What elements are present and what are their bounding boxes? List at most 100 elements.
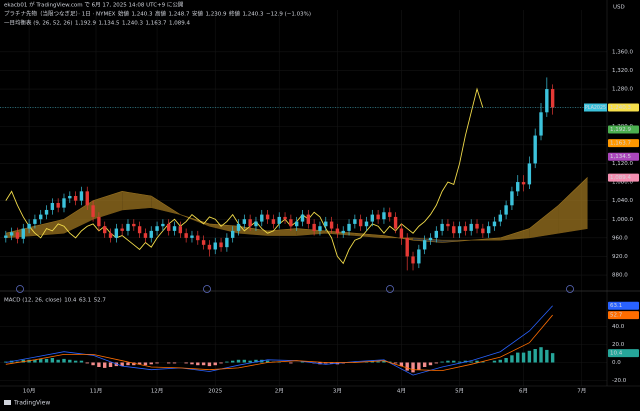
candle-body xyxy=(167,223,171,231)
y-tick-label: 1,040.0 xyxy=(612,198,633,204)
candle-body xyxy=(521,182,526,185)
ichimoku-cloud xyxy=(529,205,559,238)
y-tick-label: 1,080.0 xyxy=(612,180,633,186)
histogram-bar xyxy=(353,361,357,363)
signal-line xyxy=(5,314,553,372)
chikou-line xyxy=(5,87,484,265)
histogram-bar xyxy=(248,360,252,363)
x-tick-label: 11月 xyxy=(90,388,103,395)
event-marker[interactable] xyxy=(386,285,394,293)
candle-body xyxy=(91,205,95,217)
candle-body xyxy=(289,219,293,227)
indicator-value: 1,192.9 xyxy=(75,21,96,27)
x-tick-label: 5月 xyxy=(455,388,464,395)
histogram-bar xyxy=(492,360,497,363)
histogram-bar xyxy=(103,362,107,368)
histogram-bar xyxy=(201,362,206,366)
candle-body xyxy=(329,221,334,229)
event-marker[interactable] xyxy=(203,285,211,293)
candle-body xyxy=(312,223,316,231)
histogram-bar xyxy=(149,362,153,365)
event-marker[interactable] xyxy=(566,285,574,293)
candle-body xyxy=(516,182,520,192)
y-tick-label: 1,360.0 xyxy=(612,49,633,55)
candle-body xyxy=(44,209,49,215)
histogram-bar xyxy=(155,362,159,364)
histogram-bar xyxy=(97,362,101,367)
indicator-name: 一目均衡表 (9, 26, 52, 26) xyxy=(4,19,73,27)
ichimoku-cloud xyxy=(325,230,355,236)
candle-body xyxy=(388,212,392,217)
macd-legend-value: 10.4 xyxy=(64,298,77,304)
candle-body xyxy=(33,219,37,224)
price-tag xyxy=(608,173,639,182)
plot-layer xyxy=(0,10,607,386)
histogram-bar xyxy=(172,362,177,364)
ichimoku-cloud xyxy=(63,200,94,234)
histogram-bar xyxy=(434,362,438,364)
chart-title: プラチナ先物（当限つなぎ足）· 1日 · NYMEX xyxy=(4,10,116,18)
value-tag-label: 10.4 xyxy=(610,351,623,357)
price-tag xyxy=(608,103,639,112)
candle-body xyxy=(114,228,119,238)
candle-body xyxy=(440,223,444,231)
y-tick-label: 1,000.0 xyxy=(612,217,633,223)
y-tick-label: 1,320.0 xyxy=(612,68,633,74)
candle-body xyxy=(335,228,340,234)
candle-body xyxy=(27,223,31,229)
histogram-bar xyxy=(417,362,421,370)
histogram-bar xyxy=(399,362,404,367)
candle-body xyxy=(498,214,502,222)
candle-body xyxy=(411,256,415,264)
ohlc-name: 始値 xyxy=(118,10,130,18)
candle-body xyxy=(353,219,357,224)
candle-body xyxy=(149,230,153,238)
price-tag xyxy=(608,152,639,161)
candle-body xyxy=(550,89,555,108)
histogram-bar xyxy=(481,361,485,363)
candle-body xyxy=(132,223,136,227)
candle-body xyxy=(21,228,25,239)
candle-body xyxy=(510,191,514,206)
y-tick-label: 20.0 xyxy=(612,342,625,348)
published-note: ekacb01 が TradingView.com で 6月 17, 2025 … xyxy=(4,1,184,9)
histogram-bar xyxy=(190,362,194,365)
candle-body xyxy=(277,216,281,224)
candle-body xyxy=(56,202,60,208)
histogram-bar xyxy=(428,362,433,366)
histogram-bar xyxy=(504,358,508,363)
price-tag-label: 1,134.5 xyxy=(610,154,631,160)
histogram-bar xyxy=(39,358,43,363)
ichimoku-cloud xyxy=(500,228,530,241)
histogram-bar xyxy=(132,362,136,366)
candle-body xyxy=(108,233,113,238)
histogram-bar xyxy=(73,360,78,363)
candle-body xyxy=(143,233,148,238)
candle-body xyxy=(341,230,345,234)
candle-body xyxy=(364,221,369,227)
histogram-bar xyxy=(44,358,49,363)
histogram-bar xyxy=(382,360,386,363)
candle-body xyxy=(15,232,20,239)
candle-body xyxy=(73,196,78,201)
histogram-bar xyxy=(539,347,543,363)
candle-body xyxy=(446,223,450,227)
histogram-bar xyxy=(550,353,555,363)
y-tick-label: 960.0 xyxy=(612,235,628,241)
candle-body xyxy=(50,202,55,210)
histogram-bar xyxy=(126,362,130,366)
histogram-bar xyxy=(230,360,235,363)
watermark: TradingView xyxy=(13,400,50,407)
event-marker[interactable] xyxy=(16,285,24,293)
value-tag xyxy=(608,301,639,310)
histogram-bar xyxy=(405,362,409,371)
candle-body xyxy=(161,223,165,227)
indicator-value: 1,163.7 xyxy=(146,21,167,27)
span-b-line xyxy=(5,207,588,241)
ichimoku-cloud xyxy=(296,228,326,236)
histogram-bar xyxy=(265,360,270,363)
candle-body xyxy=(475,223,479,229)
indicator-value: 1,240.3 xyxy=(122,21,143,27)
candle-body xyxy=(260,214,264,222)
histogram-bar xyxy=(85,362,89,364)
